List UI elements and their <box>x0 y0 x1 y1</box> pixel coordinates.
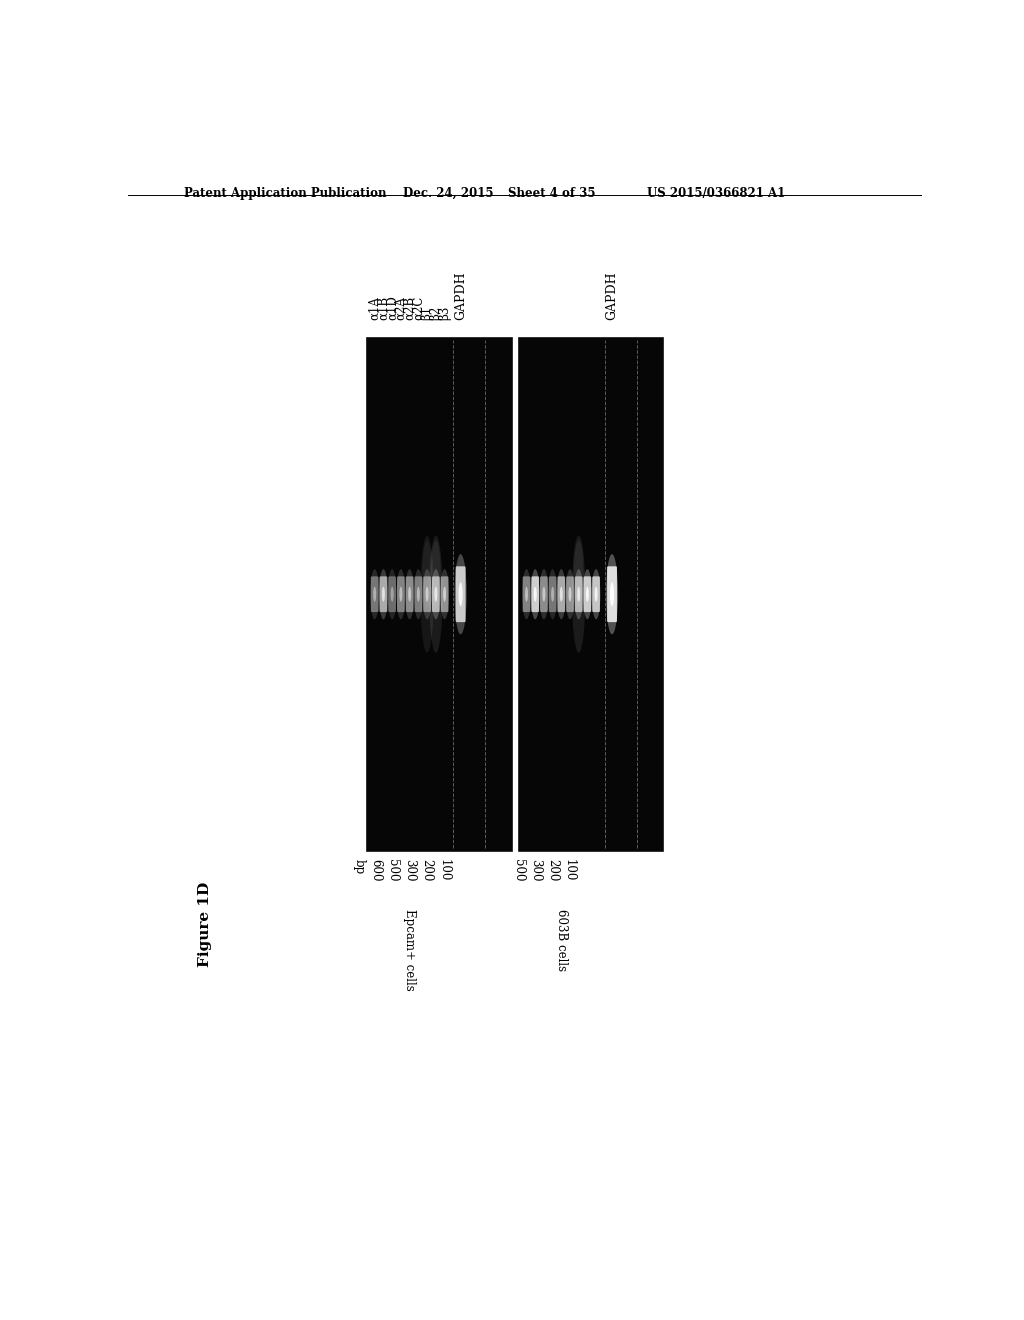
Ellipse shape <box>459 582 463 606</box>
Ellipse shape <box>534 586 537 602</box>
FancyBboxPatch shape <box>440 577 449 612</box>
Ellipse shape <box>379 569 388 619</box>
Ellipse shape <box>557 569 565 619</box>
Text: Figure 1D: Figure 1D <box>199 882 213 966</box>
Ellipse shape <box>414 569 423 619</box>
Text: GAPDH: GAPDH <box>605 272 618 321</box>
Ellipse shape <box>568 586 571 602</box>
FancyBboxPatch shape <box>607 566 617 622</box>
Text: α1A: α1A <box>369 296 381 321</box>
Ellipse shape <box>551 586 554 602</box>
Ellipse shape <box>560 586 563 602</box>
Ellipse shape <box>540 569 548 619</box>
Text: 500: 500 <box>386 859 399 882</box>
FancyBboxPatch shape <box>584 577 591 612</box>
Text: GAPDH: GAPDH <box>454 272 467 321</box>
FancyBboxPatch shape <box>406 577 414 612</box>
Ellipse shape <box>572 536 586 652</box>
FancyBboxPatch shape <box>456 566 466 622</box>
FancyBboxPatch shape <box>397 577 404 612</box>
FancyBboxPatch shape <box>574 577 583 612</box>
Ellipse shape <box>565 569 574 619</box>
Text: 200: 200 <box>546 859 559 882</box>
Text: 300: 300 <box>528 859 542 882</box>
FancyBboxPatch shape <box>432 577 439 612</box>
Text: 603B cells: 603B cells <box>555 909 567 972</box>
Ellipse shape <box>391 586 393 602</box>
Ellipse shape <box>586 586 589 602</box>
FancyBboxPatch shape <box>549 577 556 612</box>
Ellipse shape <box>396 569 406 619</box>
Text: Sheet 4 of 35: Sheet 4 of 35 <box>508 187 595 199</box>
Ellipse shape <box>420 536 434 652</box>
Text: Patent Application Publication: Patent Application Publication <box>183 187 386 199</box>
Ellipse shape <box>382 586 385 602</box>
Ellipse shape <box>530 569 540 619</box>
Ellipse shape <box>406 569 414 619</box>
FancyBboxPatch shape <box>423 577 431 612</box>
Ellipse shape <box>371 569 379 619</box>
Ellipse shape <box>399 586 402 602</box>
Text: 100: 100 <box>563 859 575 882</box>
Text: Epcam+ cells: Epcam+ cells <box>403 909 416 991</box>
Ellipse shape <box>573 541 584 607</box>
Bar <box>518 337 663 851</box>
Text: α1D: α1D <box>386 296 398 321</box>
Ellipse shape <box>417 586 420 602</box>
FancyBboxPatch shape <box>388 577 396 612</box>
Text: α1B: α1B <box>377 296 390 321</box>
Text: α2C: α2C <box>412 296 425 321</box>
Text: 500: 500 <box>512 859 524 882</box>
FancyBboxPatch shape <box>380 577 387 612</box>
Text: α2A: α2A <box>394 296 408 321</box>
FancyBboxPatch shape <box>557 577 565 612</box>
Text: US 2015/0366821 A1: US 2015/0366821 A1 <box>647 187 785 199</box>
Ellipse shape <box>443 586 446 602</box>
Ellipse shape <box>434 586 437 602</box>
Ellipse shape <box>543 586 546 602</box>
Ellipse shape <box>426 586 429 602</box>
Ellipse shape <box>373 586 376 602</box>
Ellipse shape <box>423 569 431 619</box>
FancyBboxPatch shape <box>371 577 379 612</box>
FancyBboxPatch shape <box>415 577 422 612</box>
FancyBboxPatch shape <box>592 577 600 612</box>
Text: bp: bp <box>352 859 366 874</box>
Ellipse shape <box>548 569 557 619</box>
Bar <box>366 337 512 851</box>
Ellipse shape <box>455 554 467 635</box>
Text: 300: 300 <box>403 859 417 882</box>
Ellipse shape <box>578 586 581 602</box>
Text: Dec. 24, 2015: Dec. 24, 2015 <box>403 187 494 199</box>
Ellipse shape <box>606 554 618 635</box>
Ellipse shape <box>595 586 598 602</box>
Text: α2B: α2B <box>403 296 416 321</box>
FancyBboxPatch shape <box>522 577 530 612</box>
Ellipse shape <box>431 569 440 619</box>
Text: β2: β2 <box>429 306 442 321</box>
Ellipse shape <box>525 586 528 602</box>
Text: 600: 600 <box>370 859 382 882</box>
Ellipse shape <box>388 569 396 619</box>
Ellipse shape <box>592 569 600 619</box>
Text: 200: 200 <box>421 859 433 882</box>
FancyBboxPatch shape <box>540 577 548 612</box>
Text: β3: β3 <box>438 306 452 321</box>
Ellipse shape <box>610 582 614 606</box>
Ellipse shape <box>583 569 592 619</box>
FancyBboxPatch shape <box>566 577 573 612</box>
Ellipse shape <box>574 569 583 619</box>
Ellipse shape <box>429 536 442 652</box>
Text: β1: β1 <box>421 306 433 321</box>
FancyBboxPatch shape <box>531 577 539 612</box>
Text: 100: 100 <box>437 859 451 882</box>
Ellipse shape <box>522 569 530 619</box>
Ellipse shape <box>431 541 440 607</box>
Ellipse shape <box>409 586 411 602</box>
Ellipse shape <box>440 569 449 619</box>
